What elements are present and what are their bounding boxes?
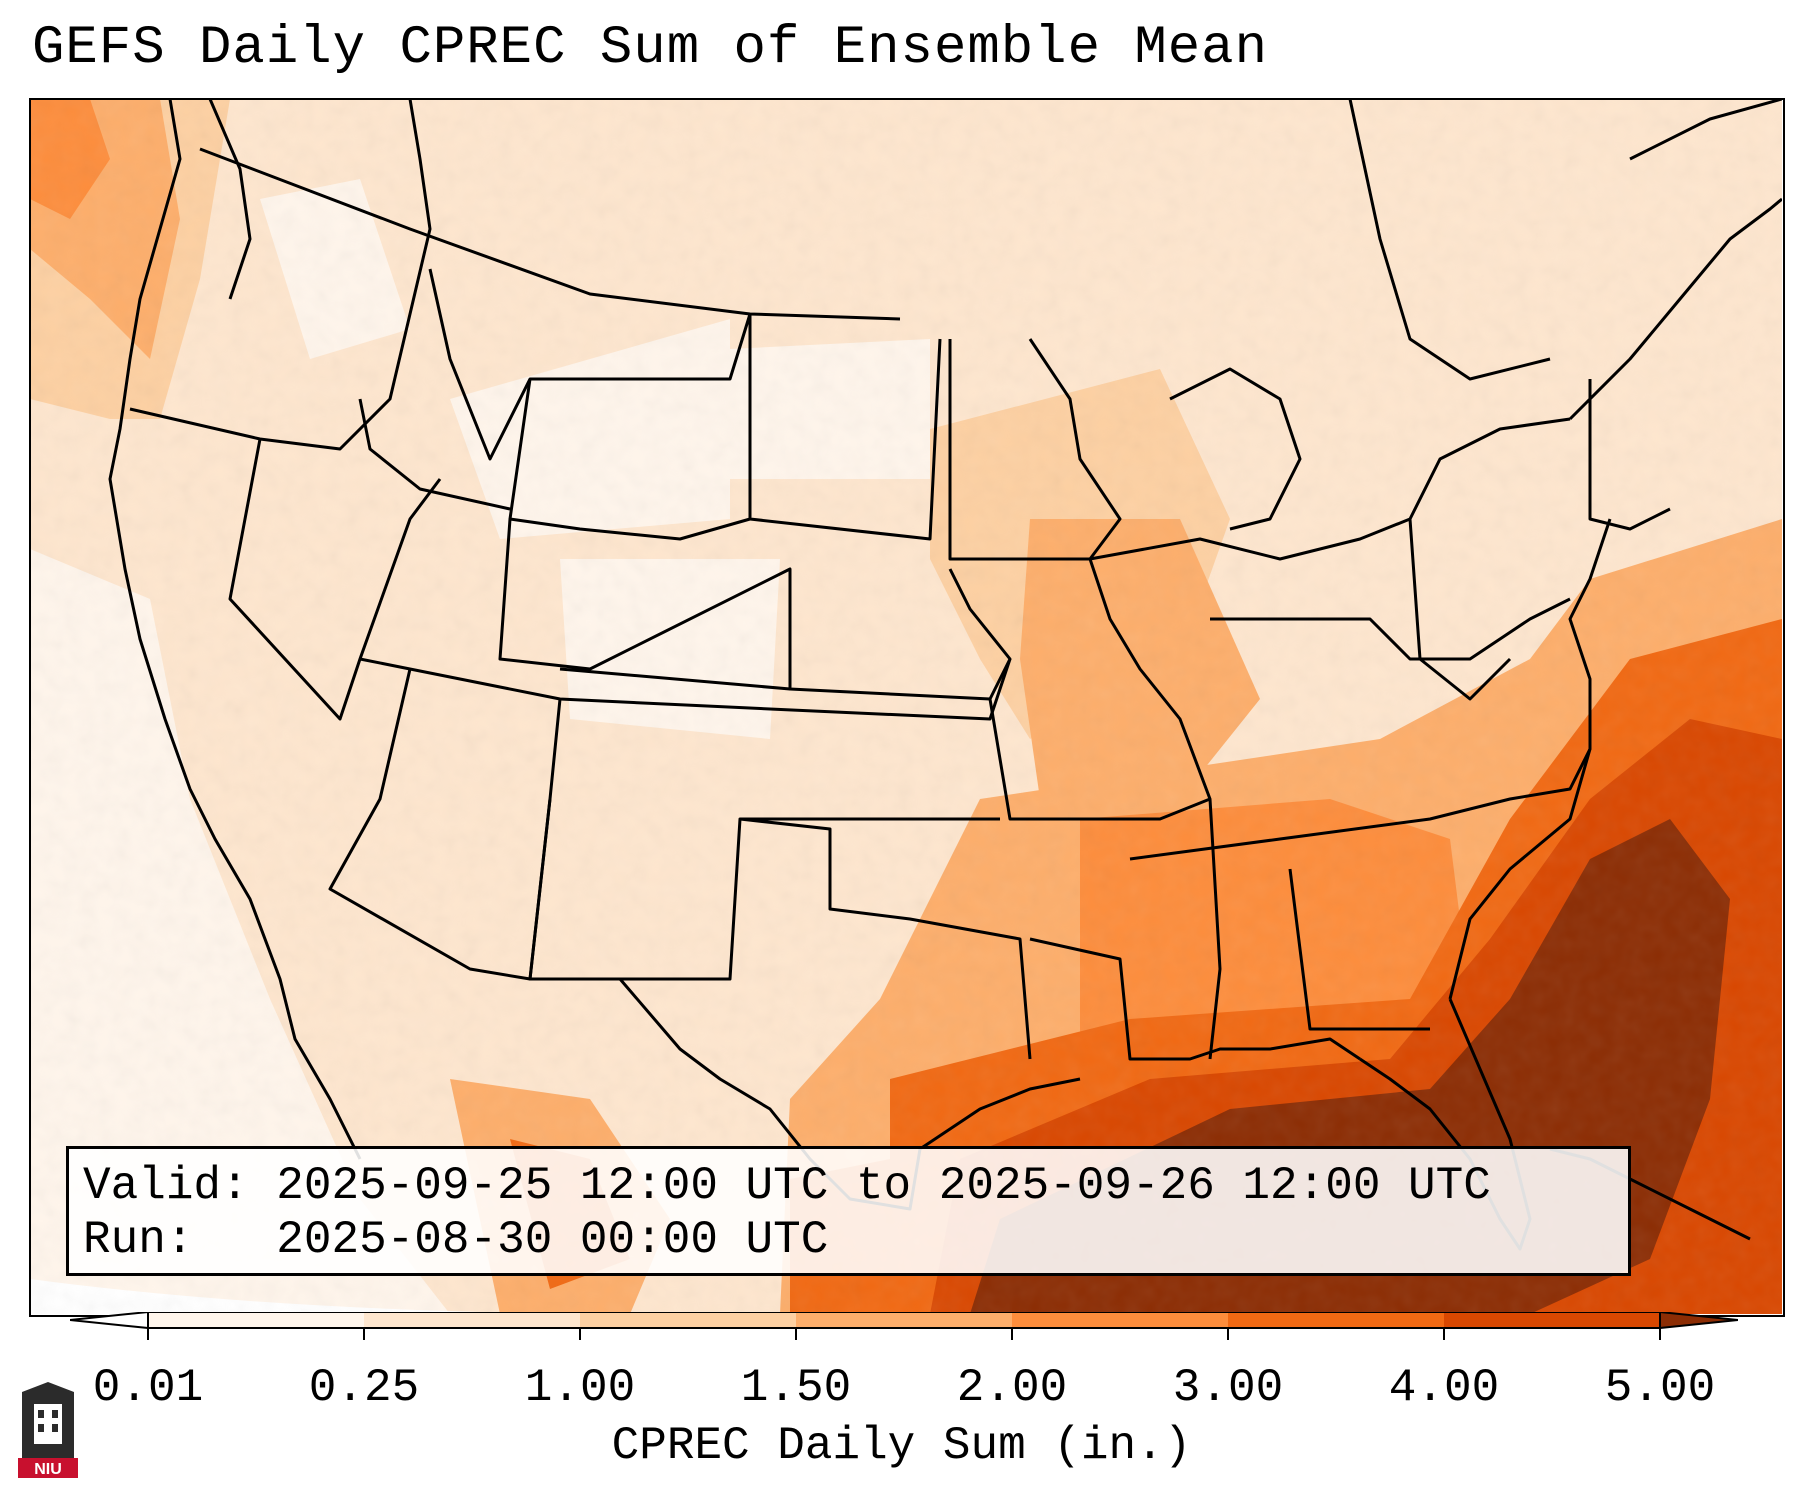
colorbar-segment xyxy=(1012,1312,1229,1328)
field-texture xyxy=(30,99,1782,1314)
map-canvas xyxy=(30,99,1782,1314)
colorbar-segment xyxy=(364,1312,581,1328)
colorbar-segment xyxy=(580,1312,797,1328)
colorbar-segment xyxy=(1444,1312,1661,1328)
svg-text:NIU: NIU xyxy=(34,1461,62,1478)
run-value: 2025-08-30 00:00 UTC xyxy=(276,1214,828,1266)
colorbar-tick-label: 1.50 xyxy=(741,1362,851,1414)
colorbar-over-arrow xyxy=(1660,1312,1738,1328)
colorbar-label: CPREC Daily Sum (in.) xyxy=(0,1420,1803,1472)
colorbar xyxy=(70,1312,1738,1364)
run-label: Run: xyxy=(83,1214,193,1266)
colorbar-tick-label: 2.00 xyxy=(957,1362,1067,1414)
colorbar-tick-label: 5.00 xyxy=(1605,1362,1715,1414)
run-info-box: Valid: 2025-09-25 12:00 UTC to 2025-09-2… xyxy=(66,1146,1631,1276)
colorbar-tick-label: 3.00 xyxy=(1173,1362,1283,1414)
colorbar-tick-label: 0.01 xyxy=(93,1362,203,1414)
colorbar-tick-label: 0.25 xyxy=(309,1362,419,1414)
precipitation-map[interactable] xyxy=(30,99,1782,1314)
colorbar-tick-label: 4.00 xyxy=(1389,1362,1499,1414)
colorbar-tick-label: 1.00 xyxy=(525,1362,635,1414)
colorbar-segment xyxy=(1228,1312,1445,1328)
colorbar-segment xyxy=(796,1312,1013,1328)
valid-label: Valid: xyxy=(83,1160,249,1212)
valid-value: 2025-09-25 12:00 UTC to 2025-09-26 12:00… xyxy=(276,1160,1491,1212)
colorbar-segment xyxy=(148,1312,365,1328)
niu-logo-icon: NIU xyxy=(18,1380,78,1480)
map-title: GEFS Daily CPREC Sum of Ensemble Mean xyxy=(32,18,1268,79)
colorbar-under-arrow xyxy=(70,1312,148,1328)
